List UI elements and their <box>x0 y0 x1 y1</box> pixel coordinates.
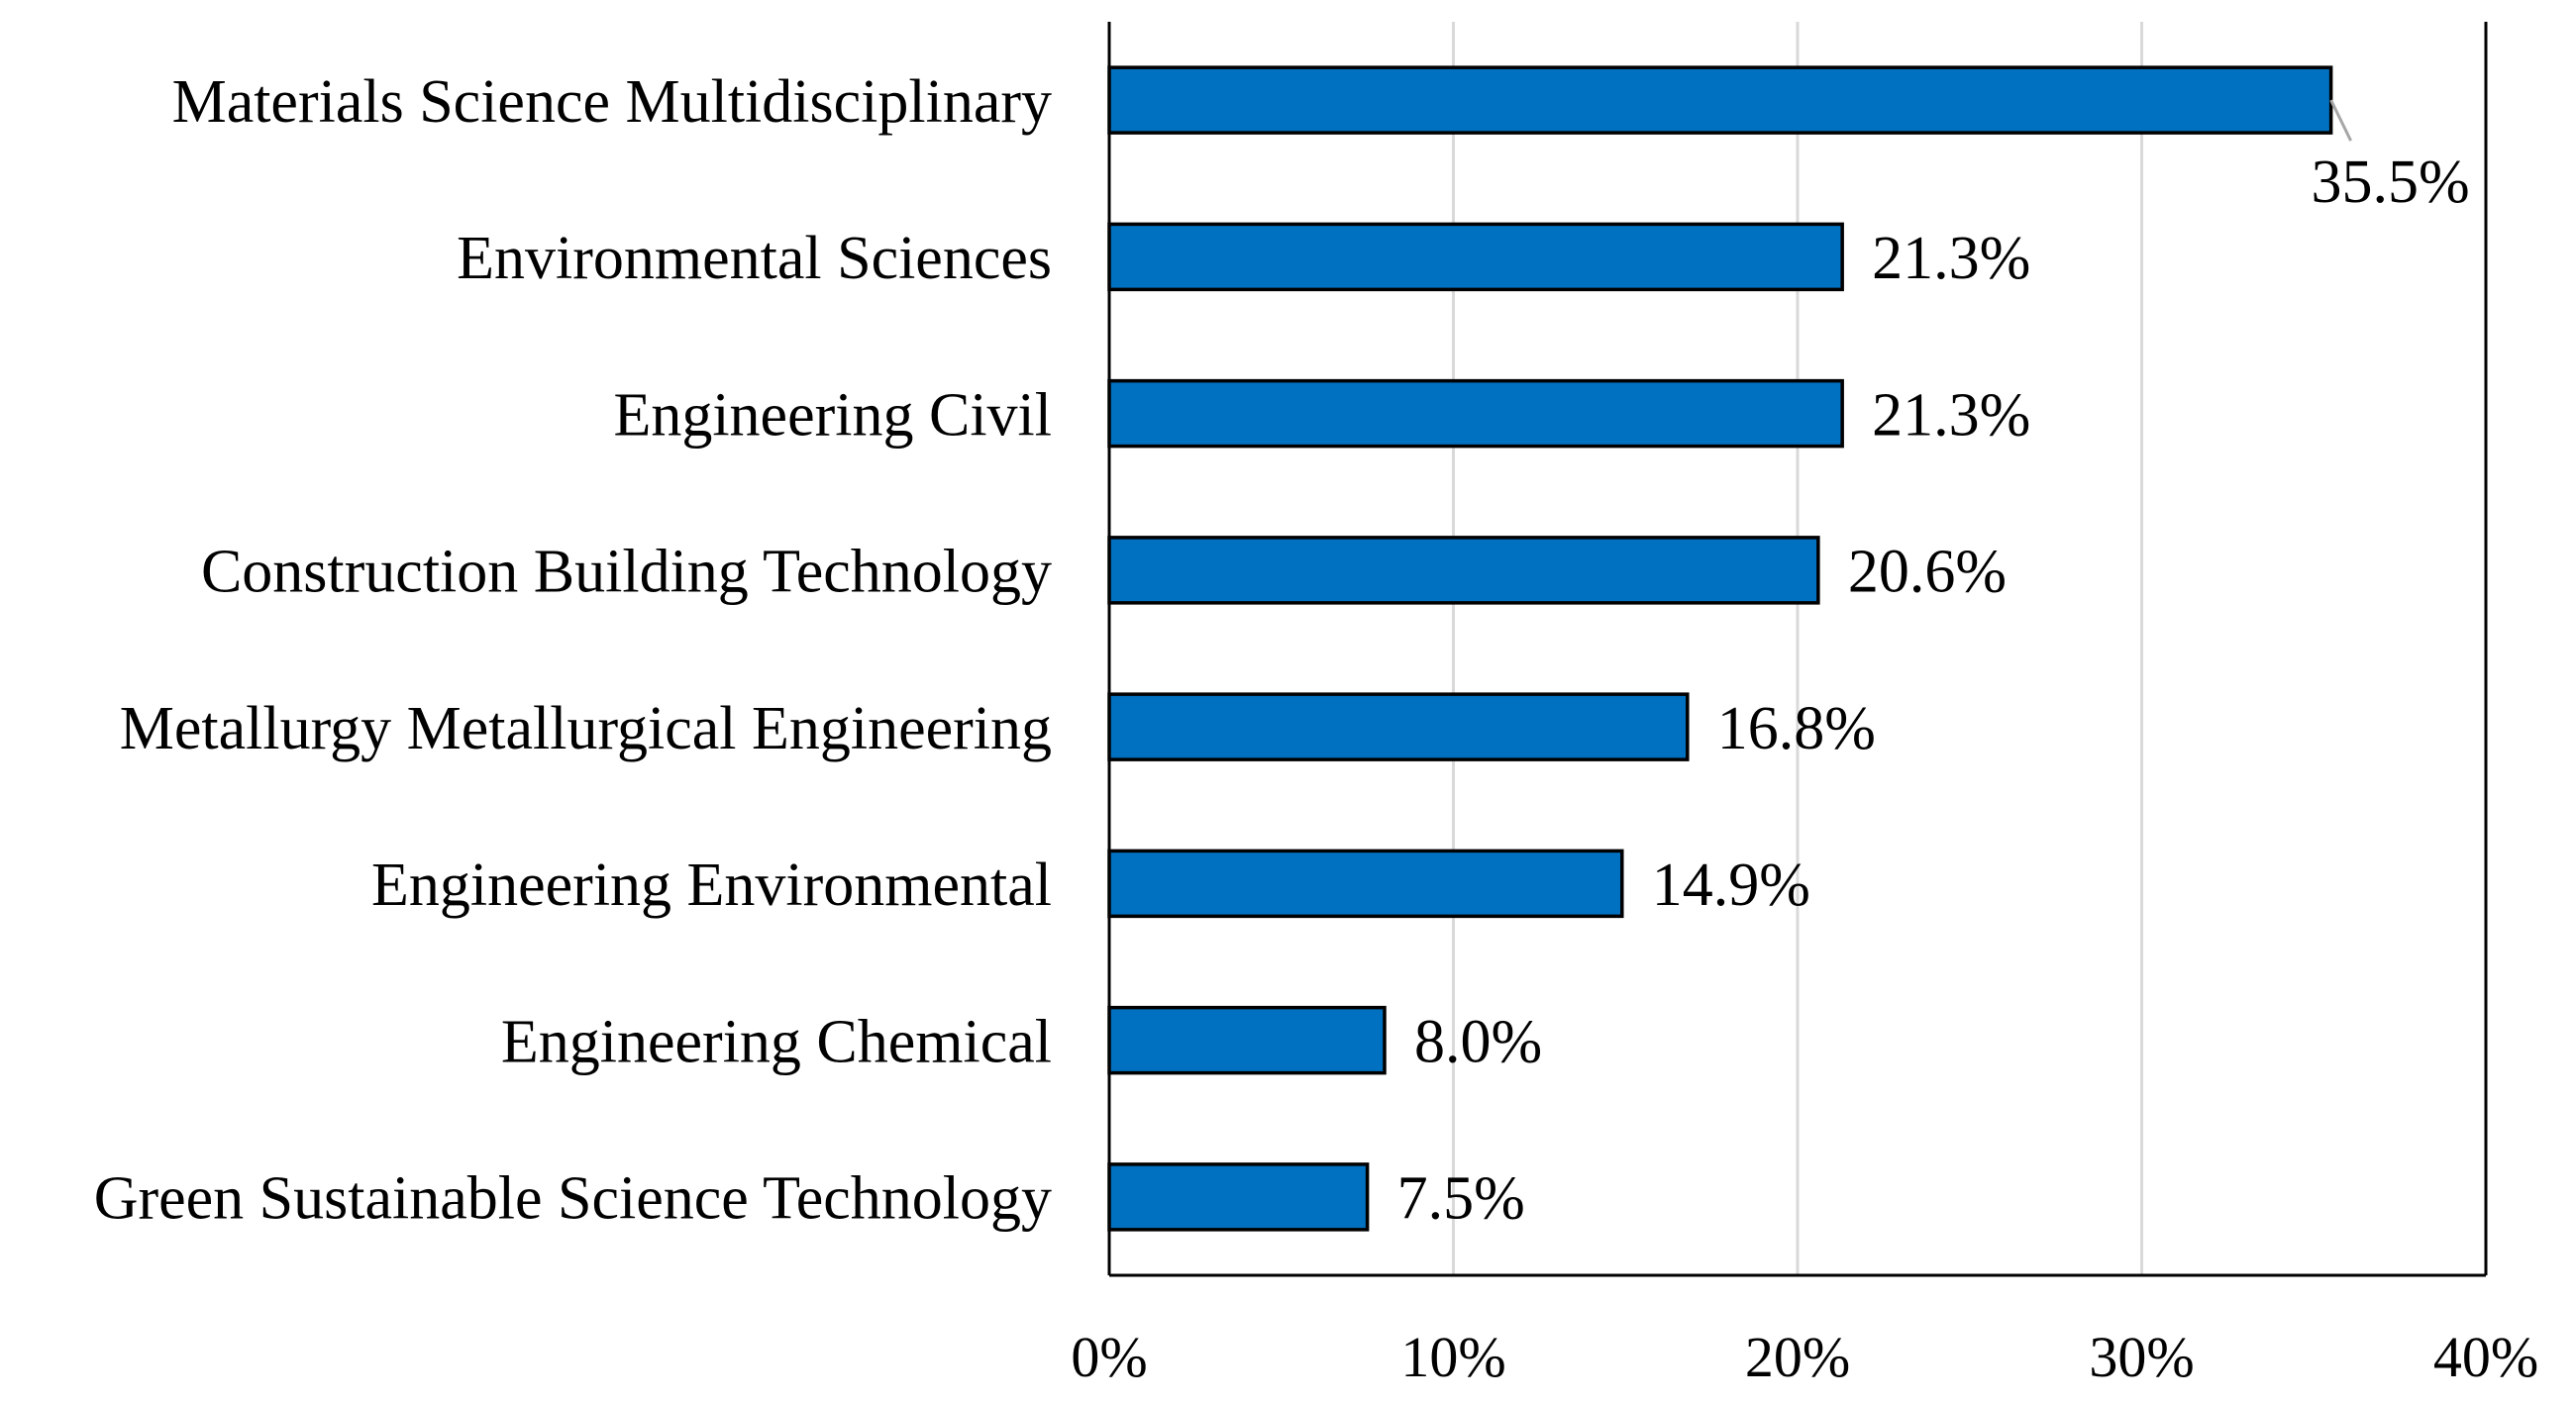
x-tick-label-30: 30% <box>2089 1325 2194 1389</box>
value-label-6: 14.9% <box>1652 852 1810 919</box>
category-label-3: Engineering Civil <box>613 381 1052 449</box>
value-label-3: 21.3% <box>1872 381 2030 449</box>
value-label-2: 21.3% <box>1872 225 2030 292</box>
value-label-1: 35.5% <box>2312 149 2470 216</box>
category-labels: Materials Science Multidisciplinary Envir… <box>94 68 1052 1233</box>
x-tick-label-10: 10% <box>1400 1325 1505 1389</box>
x-axis-tick-labels: 0% 10% 20% 30% 40% <box>1071 1325 2538 1389</box>
x-tick-label-0: 0% <box>1071 1325 1147 1389</box>
category-label-2: Environmental Sciences <box>457 225 1052 292</box>
bar-4 <box>1107 536 1820 605</box>
category-label-7: Engineering Chemical <box>501 1008 1052 1075</box>
category-label-4: Construction Building Technology <box>201 539 1052 606</box>
value-label-8: 7.5% <box>1397 1165 1525 1233</box>
bar-5 <box>1107 692 1690 761</box>
bar-3 <box>1107 378 1844 449</box>
bar-2 <box>1107 222 1844 292</box>
bar-6 <box>1107 849 1624 919</box>
value-label-leader-1 <box>2329 99 2352 142</box>
plot-frame <box>1107 22 2488 1277</box>
bar-1 <box>1107 65 2333 135</box>
bar-8 <box>1107 1162 1370 1232</box>
value-label-7: 8.0% <box>1414 1008 1542 1075</box>
category-label-5: Metallurgy Metallurgical Engineering <box>120 695 1052 762</box>
value-label-5: 16.8% <box>1717 695 1876 762</box>
x-tick-label-20: 20% <box>1745 1325 1850 1389</box>
category-label-6: Engineering Environmental <box>371 852 1052 919</box>
value-label-4: 20.6% <box>1848 539 2007 606</box>
value-labels: 35.5% 21.3% 21.3% 20.6% 16.8% 14.9% 8.0% 7.5% <box>1397 99 2470 1233</box>
bar-7 <box>1107 1005 1387 1075</box>
category-label-1: Materials Science Multidisciplinary <box>172 68 1052 136</box>
category-label-8: Green Sustainable Science Technology <box>94 1165 1052 1233</box>
bars <box>1107 65 2333 1232</box>
x-tick-label-40: 40% <box>2433 1325 2538 1389</box>
